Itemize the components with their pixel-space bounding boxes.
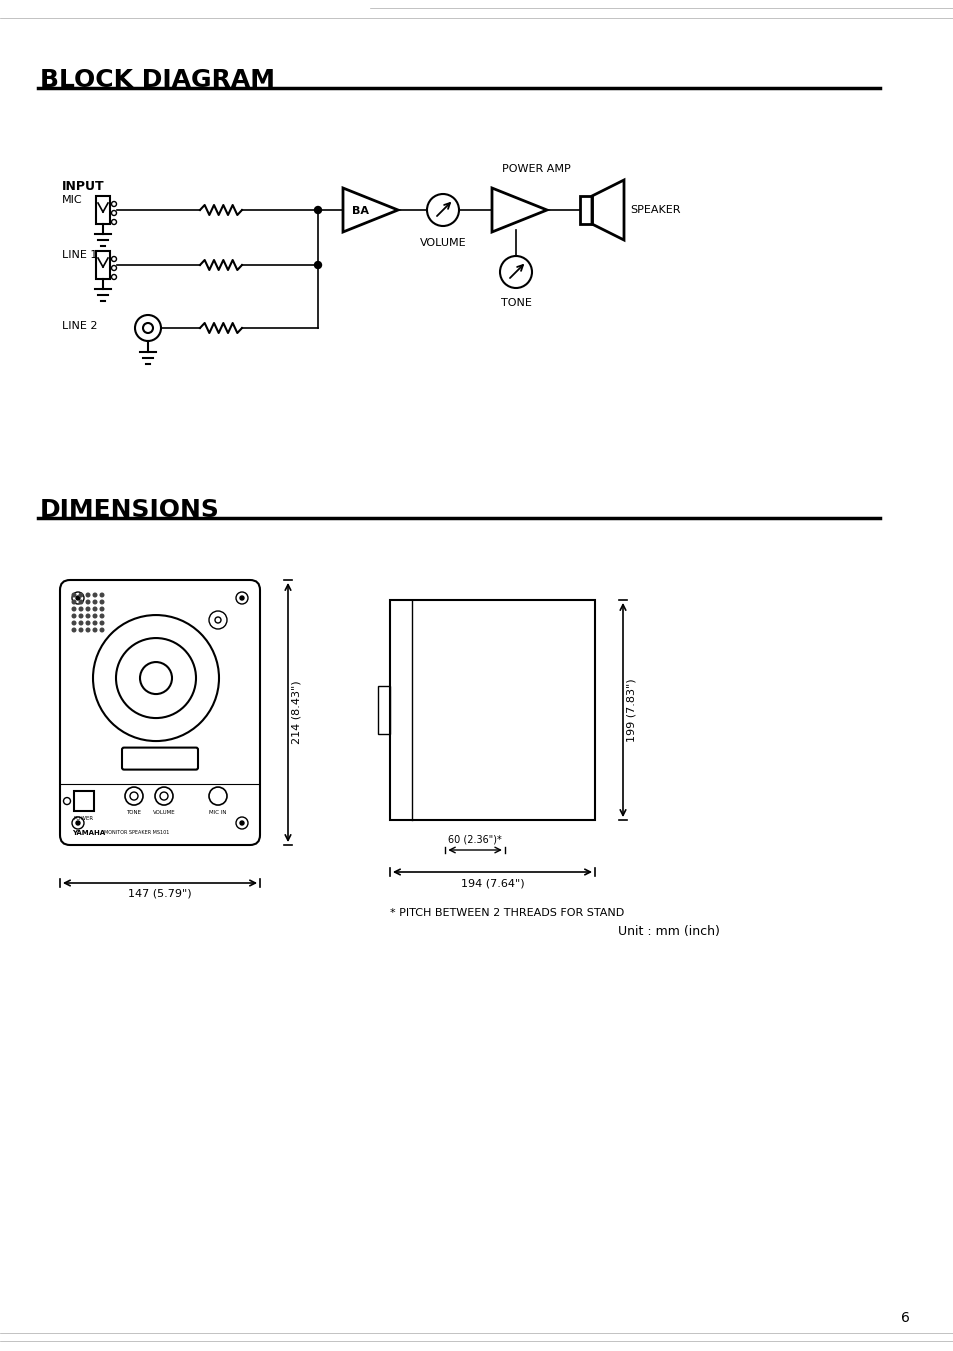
Circle shape xyxy=(79,628,83,632)
Circle shape xyxy=(79,621,83,624)
Text: 147 (5.79"): 147 (5.79") xyxy=(128,889,192,898)
Bar xyxy=(579,196,592,224)
Circle shape xyxy=(100,593,104,597)
Circle shape xyxy=(93,607,96,611)
Circle shape xyxy=(72,615,75,617)
Circle shape xyxy=(100,628,104,632)
Circle shape xyxy=(93,593,96,597)
Circle shape xyxy=(76,821,80,825)
Text: SPEAKER: SPEAKER xyxy=(629,205,679,215)
Circle shape xyxy=(72,600,75,604)
Text: 199 (7.83"): 199 (7.83") xyxy=(626,678,637,742)
Circle shape xyxy=(79,607,83,611)
Circle shape xyxy=(79,600,83,604)
Text: 194 (7.64"): 194 (7.64") xyxy=(460,878,524,888)
Text: INPUT: INPUT xyxy=(62,180,105,192)
Bar xyxy=(74,792,94,811)
Circle shape xyxy=(93,615,96,617)
Text: YAMAHA: YAMAHA xyxy=(71,830,105,836)
Text: MIC: MIC xyxy=(62,195,83,205)
Text: VOLUME: VOLUME xyxy=(419,238,466,249)
Text: TONE: TONE xyxy=(500,299,531,308)
Circle shape xyxy=(93,600,96,604)
Text: TONE: TONE xyxy=(127,811,141,815)
Circle shape xyxy=(240,596,244,600)
Circle shape xyxy=(100,615,104,617)
Text: MIC IN: MIC IN xyxy=(209,811,227,815)
Bar xyxy=(96,251,110,280)
Circle shape xyxy=(79,615,83,617)
Text: DIMENSIONS: DIMENSIONS xyxy=(40,499,219,521)
Circle shape xyxy=(86,600,90,604)
Circle shape xyxy=(314,262,321,269)
Text: POWER: POWER xyxy=(74,816,94,821)
Circle shape xyxy=(72,628,75,632)
Bar xyxy=(390,600,595,820)
Text: Unit : mm (inch): Unit : mm (inch) xyxy=(618,925,720,938)
Text: BA: BA xyxy=(352,205,369,216)
Circle shape xyxy=(86,628,90,632)
Bar xyxy=(96,196,110,224)
Circle shape xyxy=(100,607,104,611)
Circle shape xyxy=(86,621,90,624)
Circle shape xyxy=(72,621,75,624)
Circle shape xyxy=(72,607,75,611)
Circle shape xyxy=(86,615,90,617)
Text: 214 (8.43"): 214 (8.43") xyxy=(292,681,302,744)
Text: LINE 2: LINE 2 xyxy=(62,322,97,331)
Text: BLOCK DIAGRAM: BLOCK DIAGRAM xyxy=(40,68,274,92)
Circle shape xyxy=(100,621,104,624)
Text: 6: 6 xyxy=(901,1310,909,1325)
Text: POWER AMP: POWER AMP xyxy=(501,163,570,174)
Circle shape xyxy=(240,821,244,825)
Text: LINE 1: LINE 1 xyxy=(62,250,97,259)
Circle shape xyxy=(86,607,90,611)
Text: MONITOR SPEAKER MS101: MONITOR SPEAKER MS101 xyxy=(104,831,170,835)
Circle shape xyxy=(100,600,104,604)
Circle shape xyxy=(79,593,83,597)
Circle shape xyxy=(86,593,90,597)
Circle shape xyxy=(72,593,75,597)
Circle shape xyxy=(93,621,96,624)
Circle shape xyxy=(76,596,80,600)
Bar xyxy=(377,686,390,734)
Text: VOLUME: VOLUME xyxy=(152,811,175,815)
Circle shape xyxy=(314,207,321,213)
Text: * PITCH BETWEEN 2 THREADS FOR STAND: * PITCH BETWEEN 2 THREADS FOR STAND xyxy=(390,908,623,917)
Circle shape xyxy=(93,628,96,632)
Text: 60 (2.36")*: 60 (2.36")* xyxy=(448,834,501,844)
